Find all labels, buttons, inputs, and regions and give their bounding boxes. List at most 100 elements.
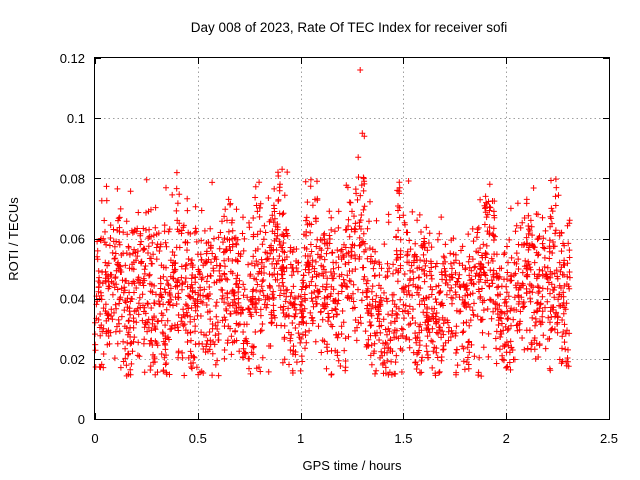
- data-point: [306, 282, 313, 289]
- data-point: [559, 317, 566, 323]
- data-point: [140, 282, 147, 289]
- data-point: [303, 320, 310, 327]
- data-point: [335, 208, 342, 215]
- data-point: [566, 330, 573, 337]
- data-point: [394, 278, 401, 285]
- data-point: [536, 233, 543, 240]
- data-point: [265, 255, 272, 262]
- data-point: [274, 224, 281, 231]
- data-point: [151, 325, 158, 331]
- data-point: [156, 301, 163, 308]
- x-tick-label: 0.5: [189, 431, 207, 446]
- data-point: [297, 306, 304, 313]
- data-point: [171, 322, 178, 329]
- data-point: [92, 341, 99, 348]
- data-point: [405, 321, 412, 328]
- data-point: [362, 328, 369, 335]
- data-point: [403, 291, 410, 298]
- data-point: [565, 346, 571, 353]
- data-point: [173, 185, 180, 192]
- data-point: [381, 345, 388, 352]
- data-point: [214, 326, 221, 332]
- data-point: [102, 228, 108, 235]
- data-point: [270, 302, 277, 309]
- data-point: [257, 328, 264, 335]
- data-point: [448, 327, 455, 334]
- data-point: [315, 323, 322, 330]
- data-point: [162, 322, 169, 329]
- data-point: [436, 369, 442, 376]
- data-point: [113, 267, 120, 274]
- data-point: [457, 308, 464, 315]
- data-point: [488, 315, 495, 322]
- data-point: [125, 350, 132, 357]
- chart-title: Day 008 of 2023, Rate Of TEC Index for r…: [191, 20, 507, 35]
- data-point: [556, 232, 563, 239]
- data-point: [371, 340, 378, 347]
- data-point: [560, 310, 567, 317]
- data-point: [107, 222, 114, 229]
- data-point: [550, 306, 557, 313]
- data-point: [307, 253, 314, 259]
- data-point: [141, 277, 148, 284]
- data-point: [103, 330, 110, 337]
- data-point: [407, 246, 414, 253]
- data-point: [321, 230, 328, 237]
- data-point: [211, 279, 218, 286]
- data-point: [523, 327, 530, 334]
- data-point: [401, 271, 408, 277]
- data-point: [420, 251, 427, 258]
- data-point: [250, 215, 257, 221]
- data-point: [444, 317, 451, 324]
- data-point: [246, 365, 252, 372]
- data-point: [428, 244, 435, 251]
- data-point: [305, 269, 312, 276]
- data-point: [280, 240, 287, 246]
- data-point: [109, 249, 116, 256]
- data-point: [529, 314, 536, 321]
- data-point: [252, 194, 259, 201]
- data-point: [133, 319, 140, 326]
- data-point: [151, 355, 158, 362]
- data-point: [504, 363, 511, 370]
- data-point: [566, 269, 573, 275]
- data-point: [253, 276, 260, 283]
- data-point: [466, 322, 473, 329]
- data-point: [157, 243, 164, 250]
- data-point: [271, 265, 278, 272]
- data-point: [279, 166, 286, 173]
- data-point: [342, 335, 349, 342]
- data-point: [108, 271, 115, 278]
- data-point: [515, 286, 522, 293]
- data-point: [267, 283, 274, 290]
- data-point: [160, 273, 167, 280]
- data-point: [361, 240, 368, 247]
- data-point: [319, 316, 326, 323]
- data-point: [432, 372, 439, 379]
- data-point: [277, 181, 283, 188]
- data-point: [265, 195, 272, 201]
- data-point: [418, 357, 425, 364]
- data-point: [264, 294, 271, 301]
- data-point: [376, 272, 383, 279]
- data-point: [396, 204, 403, 211]
- data-point: [106, 283, 113, 290]
- data-point: [109, 316, 116, 323]
- data-point: [539, 285, 546, 292]
- data-point: [465, 361, 472, 368]
- data-point: [352, 327, 358, 334]
- data-point: [199, 274, 206, 281]
- data-point: [426, 230, 433, 237]
- data-point: [553, 267, 560, 274]
- data-point: [548, 205, 555, 212]
- data-point: [384, 260, 391, 267]
- data-point: [539, 319, 546, 326]
- data-point: [229, 288, 236, 295]
- data-point: [444, 281, 451, 288]
- data-point: [406, 303, 413, 310]
- data-point: [449, 265, 455, 272]
- data-point: [316, 245, 323, 252]
- data-point: [417, 257, 424, 264]
- data-point: [429, 313, 436, 320]
- data-point: [224, 217, 230, 224]
